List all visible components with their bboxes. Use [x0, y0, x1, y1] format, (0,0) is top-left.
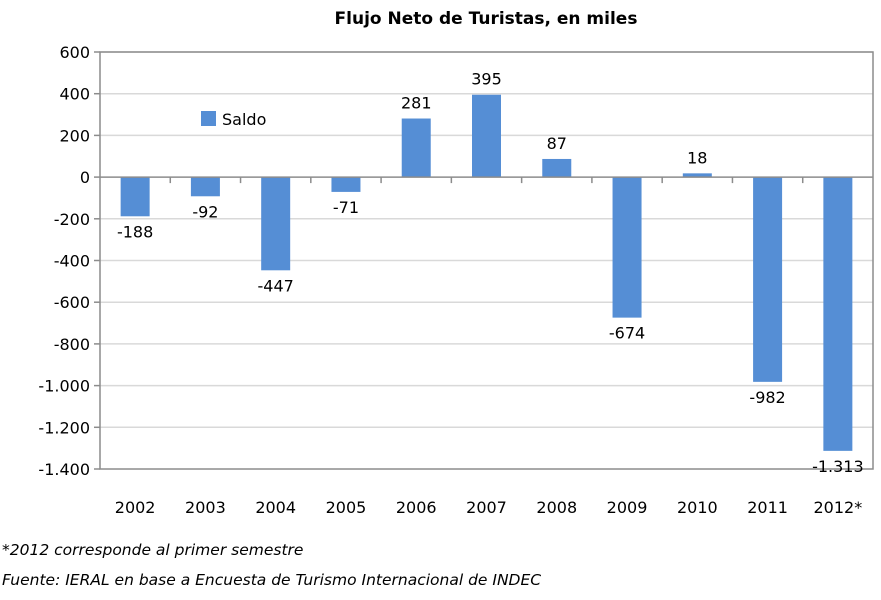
x-tick-label: 2004 — [255, 498, 296, 517]
legend: Saldo — [201, 110, 266, 129]
data-label: 395 — [471, 70, 502, 89]
bar — [753, 177, 783, 382]
y-tick-label: -600 — [54, 293, 90, 312]
x-tick-label: 2011 — [747, 498, 788, 517]
bar — [401, 118, 431, 178]
y-tick-label: 200 — [59, 126, 90, 145]
x-tick-label: 2012* — [814, 498, 863, 517]
chart-title: Flujo Neto de Turistas, en miles — [335, 9, 638, 29]
y-tick-label: -200 — [54, 210, 90, 229]
bar — [261, 177, 291, 271]
data-label: 281 — [401, 94, 432, 113]
x-tick-label: 2007 — [466, 498, 507, 517]
x-tick-label: 2002 — [115, 498, 156, 517]
bar — [190, 177, 220, 197]
y-tick-label: -1.000 — [38, 377, 90, 396]
bar — [472, 94, 501, 178]
data-label: -982 — [749, 388, 785, 407]
data-label: -71 — [333, 198, 359, 217]
legend-swatch — [201, 111, 216, 126]
bar-chart: Flujo Neto de Turistas, en miles 600 400 2… — [38, 9, 874, 517]
y-tick-label: -1.200 — [38, 418, 90, 437]
bar — [120, 177, 150, 217]
x-tick-label: 2008 — [536, 498, 577, 517]
gridlines — [100, 51, 873, 429]
legend-label: Saldo — [222, 110, 266, 129]
data-label: -92 — [192, 202, 218, 221]
y-tick-label: -400 — [54, 252, 90, 271]
bar — [331, 177, 361, 192]
data-label: 18 — [687, 148, 707, 167]
source-note: Fuente: IERAL en base a Encuesta de Turi… — [2, 571, 542, 589]
y-tick-label: 0 — [80, 168, 90, 187]
labels: 600 400 200 0 -200 -400 -600 -800 -1.000 -1.200 -1… — [38, 43, 863, 517]
data-label: -674 — [609, 324, 645, 343]
bar — [542, 158, 572, 178]
x-tick-label: 2010 — [677, 498, 718, 517]
bar — [823, 177, 853, 451]
data-label: -447 — [258, 276, 294, 295]
plot-border — [99, 51, 874, 470]
x-tick-label: 2005 — [326, 498, 367, 517]
y-tick-label: 400 — [59, 85, 90, 104]
axes — [94, 51, 874, 470]
data-label: -188 — [117, 222, 153, 241]
data-label: -1.313 — [812, 457, 864, 476]
y-tick-label: -800 — [54, 335, 90, 354]
footnote: *2012 corresponde al primer semestre — [2, 541, 304, 559]
bar — [612, 177, 642, 318]
x-tick-label: 2009 — [607, 498, 648, 517]
y-tick-label: 600 — [59, 43, 90, 62]
x-tick-label: 2006 — [396, 498, 437, 517]
data-label: 87 — [547, 134, 567, 153]
x-tick-label: 2003 — [185, 498, 226, 517]
bars — [120, 94, 853, 451]
y-tick-label: -1.400 — [38, 460, 90, 479]
bar — [682, 173, 712, 178]
